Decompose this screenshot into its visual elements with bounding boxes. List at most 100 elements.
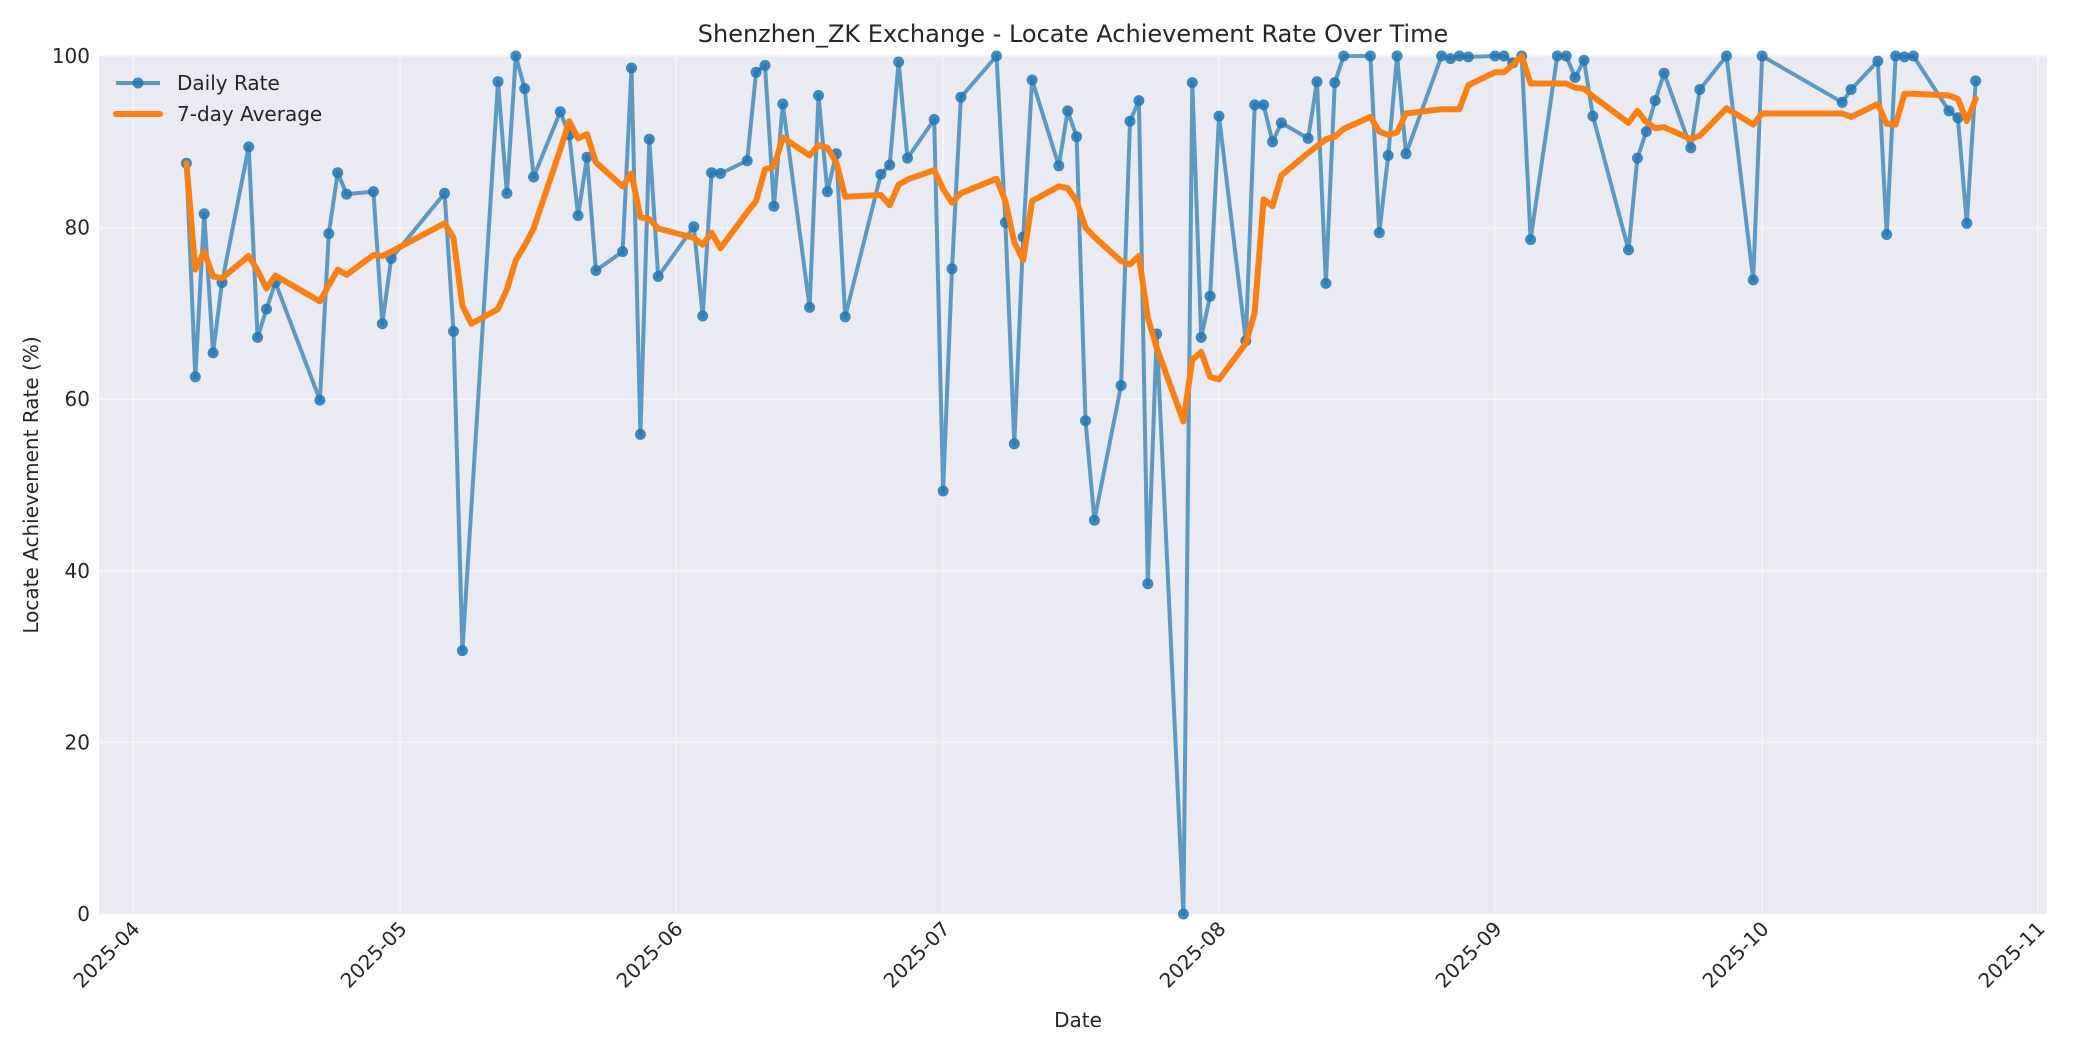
- daily-rate-point: [1970, 75, 1982, 87]
- daily-rate-point: [1578, 54, 1590, 66]
- daily-rate-point: [1445, 53, 1456, 65]
- x-tick-label: 2025-09: [1430, 917, 1506, 993]
- daily-rate-point: [1062, 105, 1074, 117]
- daily-rate-point: [777, 98, 789, 110]
- grid-lines: [99, 55, 2047, 915]
- daily-rate-point: [1551, 50, 1563, 62]
- daily-rate-point: [1560, 50, 1572, 62]
- legend-label-daily-rate: Daily Rate: [177, 71, 280, 95]
- daily-rate-point: [1382, 150, 1394, 161]
- daily-rate-line: [184, 54, 1978, 916]
- daily-rate-point: [1836, 96, 1848, 108]
- daily-rate-point: [1525, 234, 1537, 246]
- daily-rate-point: [652, 271, 664, 282]
- daily-rate-point: [946, 263, 958, 275]
- daily-rate-point: [893, 56, 905, 68]
- y-tick-label: 80: [65, 216, 90, 240]
- daily-rate-point: [750, 66, 762, 78]
- daily-rate-point: [1302, 132, 1314, 144]
- daily-rate-point: [252, 331, 264, 343]
- daily-rate-point: [554, 106, 566, 118]
- daily-rate-point: [492, 76, 504, 88]
- daily-rate-point: [1124, 115, 1136, 127]
- daily-rate-point: [1338, 50, 1350, 62]
- seven-day-average-series: [183, 53, 1979, 425]
- daily-rate-point: [376, 318, 388, 330]
- y-axis-label: Locate Achievement Rate (%): [19, 336, 43, 633]
- daily-rate-point: [1943, 105, 1955, 117]
- x-tick-label: 2025-07: [879, 917, 955, 993]
- daily-rate-point: [813, 90, 824, 101]
- daily-rate-point: [1623, 244, 1634, 256]
- daily-rate-point: [1881, 229, 1893, 240]
- daily-rate-point: [510, 50, 522, 62]
- daily-rate-point: [1436, 50, 1448, 62]
- daily-rate-point: [1320, 277, 1332, 289]
- daily-rate-point: [741, 155, 753, 167]
- y-tick-label: 40: [65, 559, 90, 583]
- plot-area: [99, 56, 2047, 914]
- daily-rate-point: [1587, 110, 1599, 122]
- x-axis-label: Date: [1054, 1008, 1102, 1032]
- x-tick-label: 2025-08: [1155, 917, 1231, 993]
- daily-rate-point: [1133, 95, 1145, 107]
- daily-rate-point: [1177, 908, 1189, 920]
- daily-rate-point: [323, 228, 335, 240]
- daily-rate-point: [207, 347, 219, 359]
- daily-rate-point: [1952, 112, 1964, 124]
- daily-rate-point: [1080, 415, 1091, 427]
- x-tick-label: 2025-11: [1973, 917, 2049, 993]
- daily-rate-point: [243, 141, 255, 153]
- daily-rate-point: [706, 167, 718, 179]
- daily-rate-point: [1649, 95, 1661, 107]
- chart-title: Shenzhen_ZK Exchange - Locate Achievemen…: [698, 20, 1449, 48]
- daily-rate-point: [626, 62, 637, 74]
- daily-rate-point: [1872, 55, 1884, 67]
- y-tick-label: 100: [52, 44, 90, 68]
- daily-rate-point: [768, 200, 780, 212]
- daily-rate-point: [1391, 50, 1403, 62]
- x-tick-label: 2025-05: [336, 917, 412, 993]
- daily-rate-point: [1267, 136, 1278, 148]
- y-tick-label: 20: [65, 730, 90, 754]
- daily-rate-point: [1053, 160, 1065, 172]
- daily-rate-point: [1249, 99, 1261, 111]
- daily-rate-point: [991, 50, 1002, 62]
- daily-rate-point: [448, 325, 459, 337]
- daily-rate-point: [884, 159, 896, 171]
- x-axis-ticks: 2025-04 2025-05 2025-06 2025-07 2025-08 2025-…: [68, 917, 2049, 993]
- daily-rate-point: [1489, 50, 1501, 62]
- daily-rate-point: [715, 168, 726, 179]
- daily-rate-point: [1275, 117, 1287, 129]
- daily-rate-point: [519, 83, 531, 95]
- daily-rate-point: [1195, 331, 1207, 343]
- daily-rate-point: [189, 371, 201, 383]
- daily-rate-point: [501, 187, 513, 199]
- daily-rate-point: [955, 91, 967, 103]
- daily-rate-point: [643, 133, 655, 145]
- daily-rate-point: [456, 645, 468, 657]
- daily-rate-point: [572, 210, 584, 222]
- daily-rate-point: [1845, 84, 1857, 95]
- daily-rate-point: [1204, 290, 1216, 302]
- daily-rate-point: [928, 114, 940, 125]
- legend-label-seven-day-average: 7-day Average: [177, 102, 322, 126]
- legend-item-seven-day-average: 7-day Average: [113, 102, 322, 126]
- daily-rate-point: [528, 171, 540, 183]
- daily-rate-point: [1658, 67, 1670, 79]
- daily-rate-point: [1694, 84, 1706, 95]
- daily-rate-point: [1329, 77, 1341, 89]
- daily-rate-point: [581, 151, 593, 163]
- daily-rate-point: [1961, 217, 1973, 229]
- daily-rate-point: [1088, 514, 1100, 526]
- daily-rate-point: [1498, 50, 1510, 62]
- daily-rate-point: [1899, 51, 1910, 63]
- daily-rate-point: [1213, 110, 1225, 122]
- legend-item-daily-rate: Daily Rate: [116, 71, 280, 95]
- daily-rate-point: [688, 221, 700, 233]
- daily-rate-point: [1756, 50, 1768, 62]
- daily-rate-point: [1569, 72, 1581, 83]
- daily-rate-point: [1721, 50, 1732, 62]
- x-tick-label: 2025-10: [1698, 917, 1774, 993]
- daily-rate-point: [1453, 50, 1465, 62]
